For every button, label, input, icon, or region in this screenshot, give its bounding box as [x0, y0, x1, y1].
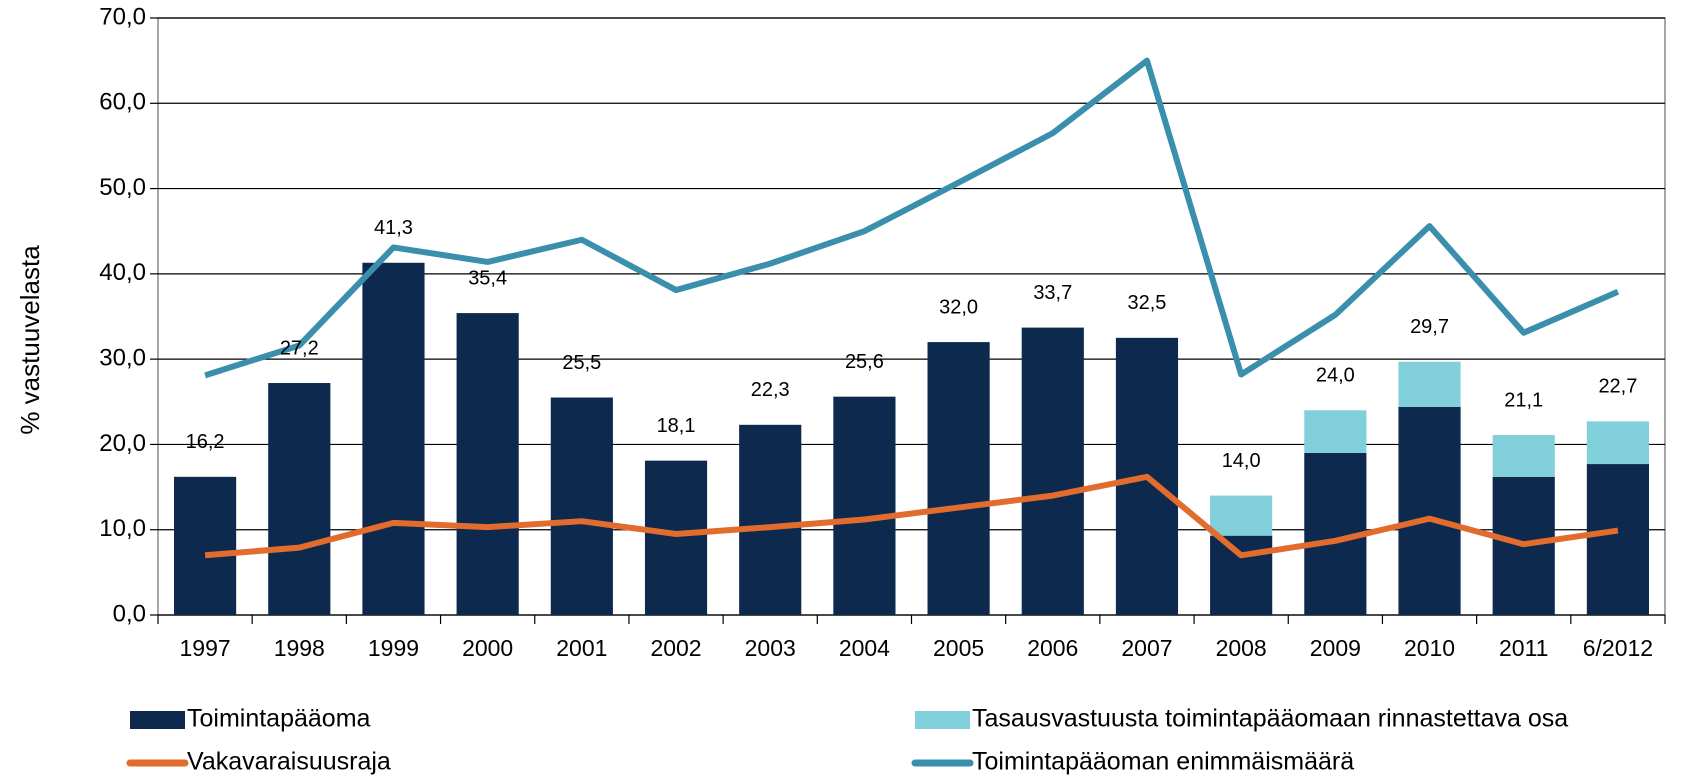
- x-tick-label: 2002: [650, 635, 701, 661]
- data-label: 21,1: [1504, 389, 1543, 411]
- bar: [927, 342, 990, 615]
- data-label: 25,5: [562, 352, 601, 374]
- y-tick-label: 20,0: [99, 430, 146, 457]
- data-label: 33,7: [1033, 282, 1072, 304]
- x-tick-label: 1997: [180, 635, 231, 661]
- bar: [550, 397, 613, 615]
- legend-label: Tasausvastuusta toimintapääomaan rinnast…: [972, 705, 1568, 733]
- x-tick-label: 2007: [1121, 635, 1172, 661]
- bar: [1210, 495, 1273, 536]
- x-tick-label: 2010: [1404, 635, 1455, 661]
- x-tick-label: 2008: [1216, 635, 1267, 661]
- x-tick-label: 1998: [274, 635, 325, 661]
- data-label: 24,0: [1316, 365, 1355, 387]
- x-tick-label: 2009: [1310, 635, 1361, 661]
- y-tick-label: 30,0: [99, 344, 146, 371]
- x-tick-label: 2006: [1027, 635, 1078, 661]
- bar: [833, 396, 896, 615]
- legend-label: Toimintapääoma: [187, 705, 371, 733]
- y-tick-label: 10,0: [99, 515, 146, 542]
- data-label: 32,0: [939, 296, 978, 318]
- data-label: 35,4: [468, 267, 507, 289]
- data-label: 29,7: [1410, 316, 1449, 338]
- x-tick-label: 2000: [462, 635, 513, 661]
- bar: [174, 476, 237, 615]
- y-tick-label: 70,0: [99, 3, 146, 30]
- y-tick-label: 60,0: [99, 89, 146, 116]
- legend-label: Toimintapääoman enimmäismäärä: [972, 748, 1354, 776]
- bar: [362, 262, 425, 615]
- data-label: 22,7: [1598, 376, 1637, 398]
- bar: [1021, 327, 1084, 615]
- bar: [1586, 464, 1649, 615]
- bar: [1304, 410, 1367, 453]
- x-tick-label: 2001: [556, 635, 607, 661]
- data-label: 16,2: [186, 431, 225, 453]
- x-tick-label: 2004: [839, 635, 890, 661]
- data-label: 41,3: [374, 217, 413, 239]
- y-axis-label: % vastuuvelasta: [15, 245, 45, 435]
- bar: [1492, 435, 1555, 477]
- legend-swatch: [915, 711, 970, 729]
- bar: [644, 460, 708, 615]
- legend-label: Vakavaraisuusraja: [187, 748, 391, 776]
- x-tick-label: 2005: [933, 635, 984, 661]
- x-tick-label: 6/2012: [1583, 635, 1653, 661]
- bar: [1398, 406, 1461, 615]
- x-tick-label: 1999: [368, 635, 419, 661]
- line: [204, 473, 1619, 559]
- y-tick-label: 0,0: [113, 600, 146, 627]
- bar: [268, 383, 331, 615]
- line: [204, 57, 1620, 379]
- y-tick-label: 50,0: [99, 174, 146, 201]
- data-label: 27,2: [280, 337, 319, 359]
- data-label: 18,1: [657, 415, 696, 437]
- legend-swatch: [130, 711, 185, 729]
- data-label: 32,5: [1128, 292, 1167, 314]
- x-tick-label: 2003: [745, 635, 796, 661]
- y-tick-label: 40,0: [99, 259, 146, 286]
- bar: [1398, 361, 1461, 407]
- data-label: 14,0: [1222, 450, 1261, 472]
- bar: [1586, 421, 1649, 465]
- bar: [456, 313, 519, 615]
- bar: [1210, 535, 1273, 615]
- x-tick-label: 2011: [1499, 635, 1548, 661]
- data-label: 25,6: [845, 351, 884, 373]
- bar: [739, 424, 802, 615]
- data-label: 22,3: [751, 379, 790, 401]
